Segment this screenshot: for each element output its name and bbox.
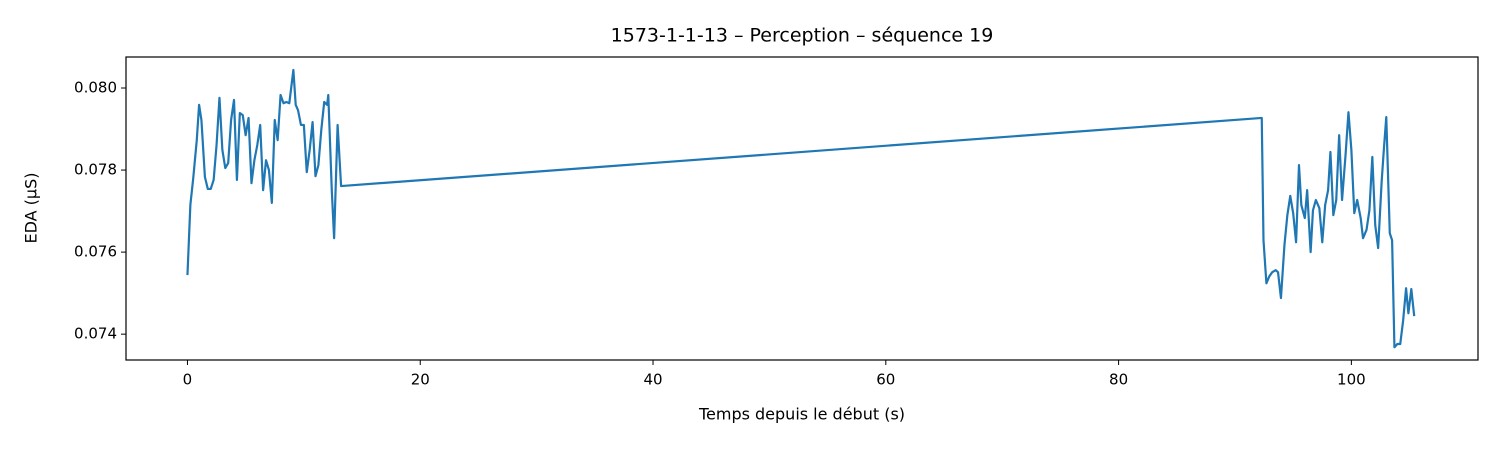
x-tick-label: 60 — [876, 371, 895, 389]
y-tick-label: 0.078 — [74, 161, 117, 179]
y-tick-label: 0.076 — [74, 243, 117, 261]
x-tick-label: 80 — [1109, 371, 1128, 389]
x-tick-label: 100 — [1337, 371, 1366, 389]
data-line — [186, 68, 1416, 349]
x-tick-label: 0 — [183, 371, 193, 389]
x-tick-label: 20 — [411, 371, 430, 389]
x-tick-label: 40 — [643, 371, 662, 389]
y-axis-label: EDA (µS) — [22, 173, 41, 244]
chart-title: 1573-1-1-13 – Perception – séquence 19 — [611, 25, 994, 47]
y-tick-label: 0.080 — [74, 79, 117, 97]
plot-frame — [125, 56, 1479, 361]
x-axis-label: Temps depuis le début (s) — [698, 405, 905, 424]
y-tick-label: 0.074 — [74, 325, 117, 343]
